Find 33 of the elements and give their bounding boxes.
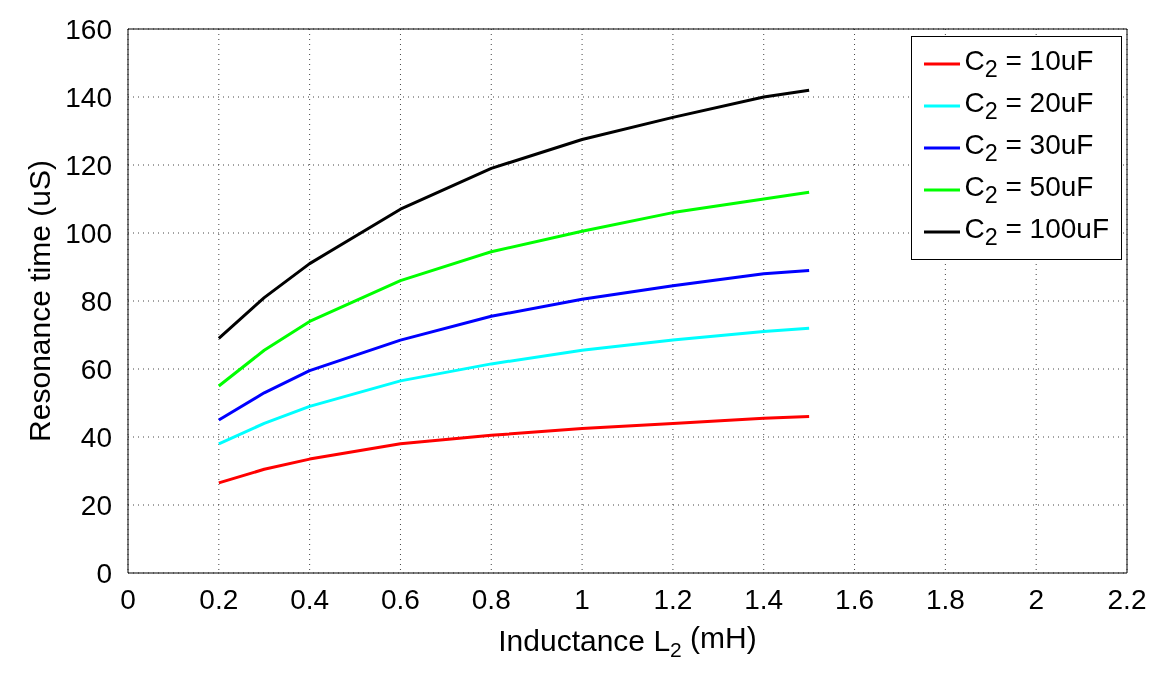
y-tick-label: 160 (65, 13, 112, 45)
x-tick-label: 2.2 (1107, 583, 1147, 615)
legend-label: C$_{2}$ = 50uF (964, 171, 1094, 209)
legend-label: C$_{2}$ = 10uF (964, 45, 1094, 83)
x-tick-label: 1.2 (653, 583, 693, 615)
x-tick-label: 1.4 (744, 583, 784, 615)
x-tick-label: 2 (1028, 583, 1044, 615)
line-series (217, 326, 811, 446)
x-tick-label: 0.2 (199, 583, 239, 615)
x-tick-label: 1.8 (925, 583, 965, 615)
y-tick-label: 80 (80, 285, 112, 317)
x-tick-label: 0 (120, 583, 136, 615)
line-series (217, 415, 811, 485)
y-axis-title: Resonance time (uS) (23, 160, 56, 442)
x-tick-label: 1 (574, 583, 590, 615)
x-tick-label: 0.4 (290, 583, 330, 615)
y-tick-label: 60 (80, 353, 112, 385)
x-tick-label: 0.8 (471, 583, 511, 615)
legend-label: C$_{2}$ = 100uF (964, 213, 1109, 251)
line-series (217, 88, 811, 340)
y-tick-label: 0 (96, 557, 112, 589)
legend-label: C$_{2}$ = 20uF (964, 87, 1094, 125)
x-tick-label: 1.6 (835, 583, 875, 615)
y-tick-label: 40 (80, 421, 112, 453)
line-series (217, 190, 811, 388)
y-tick-label: 120 (65, 149, 112, 181)
y-tick-label: 140 (65, 81, 112, 113)
x-axis-title: Inductance L$_{2}$ (mH) (498, 621, 757, 662)
y-tick-label: 100 (65, 217, 112, 249)
line-series (217, 268, 811, 422)
legend-label: C$_{2}$ = 30uF (964, 129, 1094, 167)
y-tick-label: 20 (80, 489, 112, 521)
x-tick-label: 0.6 (380, 583, 420, 615)
